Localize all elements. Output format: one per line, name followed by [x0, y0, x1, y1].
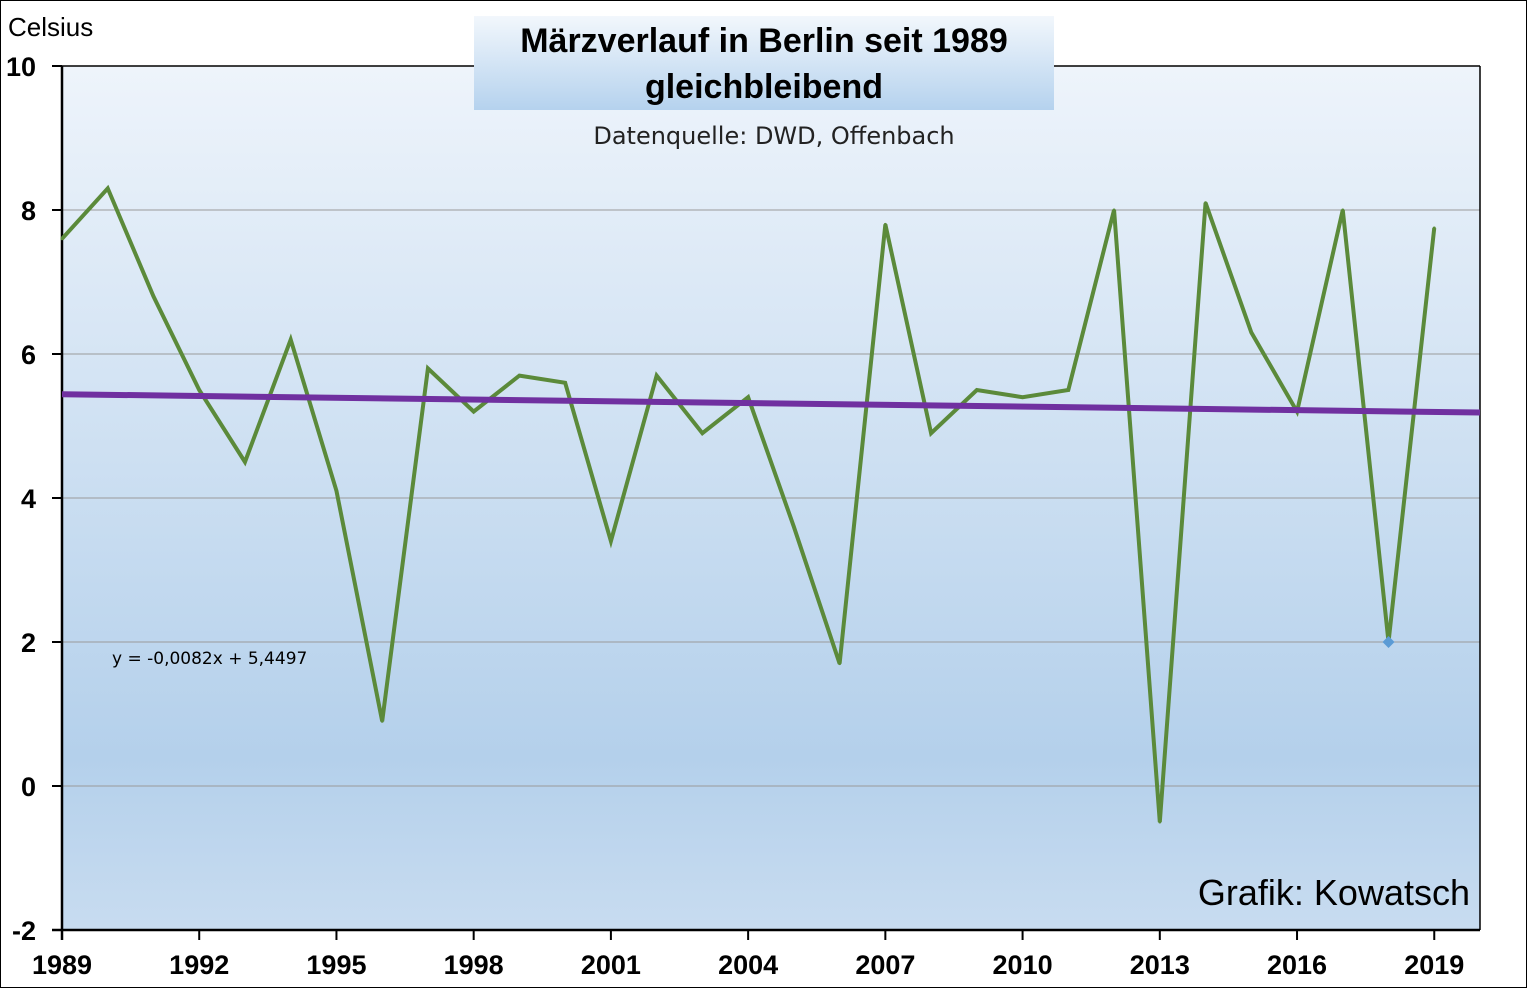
title-box: [474, 16, 1054, 110]
data-series: [60, 184, 1437, 824]
data-point: [1112, 208, 1116, 212]
data-point: [1432, 226, 1436, 230]
data-point: [746, 395, 750, 399]
trendline: [61, 391, 1481, 416]
x-tick-label: 2007: [855, 950, 915, 980]
y-tick-label: 8: [21, 196, 36, 226]
data-point: [838, 662, 842, 666]
data-point: [1341, 208, 1345, 212]
data-point: [289, 338, 293, 342]
chart-title-line-1: Märzverlauf in Berlin seit 1989: [520, 22, 1008, 60]
y-axis-ticks: -2 0 2 4 6 8 10: [6, 52, 62, 946]
trendline-path: [61, 391, 1481, 416]
data-point: [609, 539, 613, 543]
data-point: [1066, 388, 1070, 392]
data-point: [1158, 820, 1162, 824]
y-tick-label: 2: [21, 628, 36, 658]
data-point: [975, 388, 979, 392]
highlight-marker: [1382, 636, 1395, 648]
data-point: [517, 374, 521, 378]
data-point: [1204, 201, 1208, 205]
chart-title-line-2: gleichbleibend: [645, 68, 883, 106]
x-tick-label: 2013: [1130, 950, 1190, 980]
data-point: [197, 388, 201, 392]
data-point: [1021, 395, 1025, 399]
data-point: [655, 374, 659, 378]
y-tick-label: -2: [12, 916, 36, 946]
x-axis-ticks: 1989 1992 1995 1998 2001 2004 2007 2010 2013 2016…: [32, 930, 1464, 980]
y-tick-label: 6: [21, 340, 36, 370]
x-tick-label: 1998: [444, 950, 504, 980]
data-point: [792, 525, 796, 529]
data-point: [426, 366, 430, 370]
x-tick-label: 1992: [169, 950, 229, 980]
x-tick-label: 2004: [718, 950, 778, 980]
y-tick-label: 10: [6, 52, 36, 82]
x-tick-label: 2016: [1267, 950, 1327, 980]
trendline-equation: y = -0,0082x + 5,4497: [112, 649, 307, 669]
chart-credit: Grafik: Kowatsch: [1198, 872, 1470, 913]
x-tick-label: 2010: [993, 950, 1053, 980]
x-tick-label: 2019: [1404, 950, 1464, 980]
data-point: [929, 431, 933, 435]
data-point: [1249, 330, 1253, 334]
x-tick-label: 1989: [32, 950, 92, 980]
y-tick-label: 0: [21, 772, 36, 802]
data-point: [151, 294, 155, 298]
data-point: [700, 431, 704, 435]
chart-subtitle: Datenquelle: DWD, Offenbach: [593, 122, 954, 150]
y-axis-unit-label: Celsius: [8, 12, 93, 42]
data-point: [380, 719, 384, 723]
data-point: [243, 460, 247, 464]
y-tick-label: 4: [21, 484, 36, 514]
data-point: [106, 186, 110, 190]
data-point: [472, 410, 476, 414]
x-tick-label: 2001: [581, 950, 641, 980]
x-tick-label: 1995: [306, 950, 366, 980]
data-point: [883, 222, 887, 226]
gridlines: [62, 209, 1480, 787]
data-point: [60, 237, 64, 241]
data-point: [563, 381, 567, 385]
data-point: [334, 489, 338, 493]
